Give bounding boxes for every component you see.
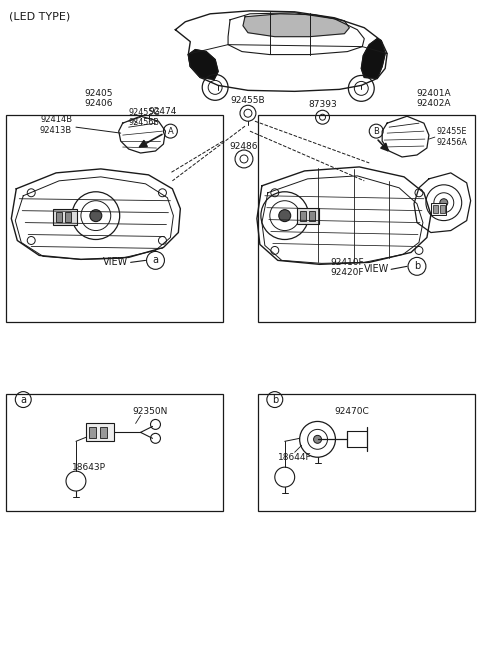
Text: 92455G
92456B: 92455G 92456B xyxy=(129,107,160,127)
Bar xyxy=(6,394,223,511)
Text: b: b xyxy=(414,261,420,271)
Bar xyxy=(309,211,314,220)
Text: 92474: 92474 xyxy=(148,107,177,116)
Bar xyxy=(258,115,475,322)
Bar xyxy=(440,205,445,213)
Text: 87393: 87393 xyxy=(308,100,337,109)
Bar xyxy=(6,115,223,322)
Bar xyxy=(65,212,71,222)
Text: 18644F: 18644F xyxy=(278,453,312,461)
Text: (LED TYPE): (LED TYPE) xyxy=(9,12,71,22)
Polygon shape xyxy=(361,38,385,79)
Bar xyxy=(53,209,77,225)
Bar xyxy=(56,212,62,222)
Text: a: a xyxy=(20,395,26,404)
Text: 92414B
92413B: 92414B 92413B xyxy=(40,116,72,135)
Text: VIEW: VIEW xyxy=(364,265,389,274)
Text: B: B xyxy=(373,127,379,136)
Text: 92455E
92456A: 92455E 92456A xyxy=(437,127,468,147)
Text: 92455B: 92455B xyxy=(231,96,265,105)
Text: 92350N: 92350N xyxy=(133,407,168,416)
Polygon shape xyxy=(188,49,218,79)
Text: 92486: 92486 xyxy=(230,142,258,151)
Text: 92410F
92420F: 92410F 92420F xyxy=(331,257,364,277)
Circle shape xyxy=(90,210,102,222)
Text: 18643P: 18643P xyxy=(72,463,106,472)
Text: b: b xyxy=(272,395,278,404)
Circle shape xyxy=(440,199,448,207)
Bar xyxy=(431,203,446,215)
Bar xyxy=(100,428,107,438)
Text: 92401A
92402A: 92401A 92402A xyxy=(417,88,451,108)
Text: 92405
92406: 92405 92406 xyxy=(84,88,113,108)
Circle shape xyxy=(313,436,322,443)
Polygon shape xyxy=(243,14,349,36)
Bar xyxy=(89,428,96,438)
Bar xyxy=(86,423,114,441)
Text: a: a xyxy=(153,255,158,265)
Bar xyxy=(433,205,438,213)
Bar xyxy=(258,394,475,511)
Text: VIEW: VIEW xyxy=(103,257,129,267)
Text: 92470C: 92470C xyxy=(334,407,369,416)
Bar xyxy=(300,211,306,220)
Bar xyxy=(297,208,319,224)
Circle shape xyxy=(279,210,291,222)
Text: A: A xyxy=(168,127,173,136)
